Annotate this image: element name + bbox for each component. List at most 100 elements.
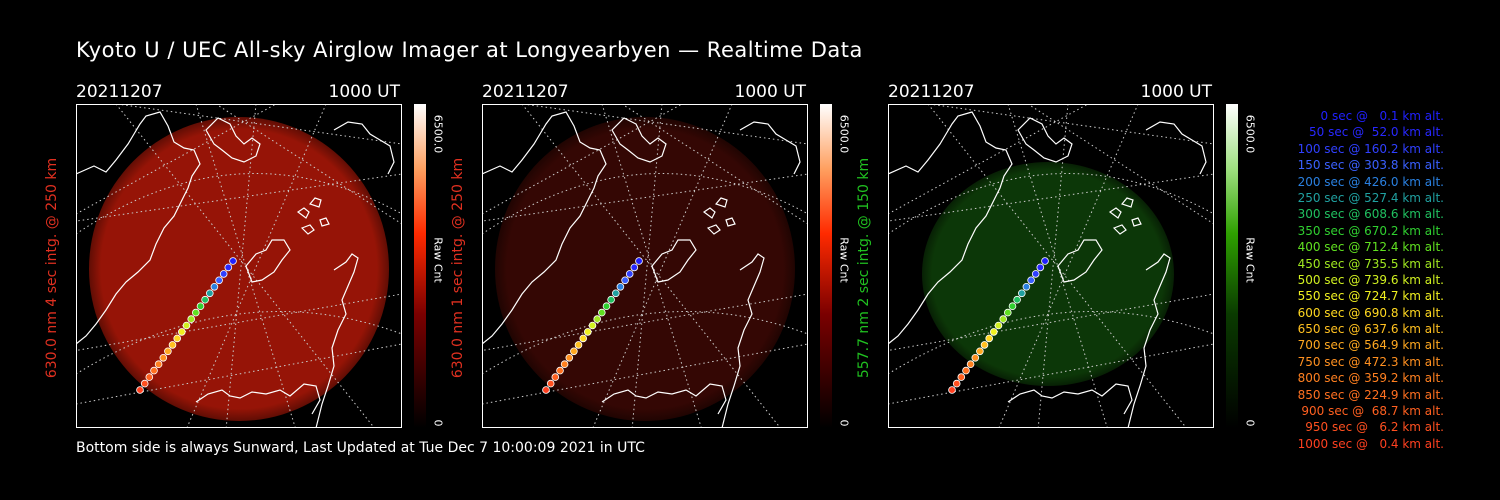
colorbar bbox=[414, 104, 426, 428]
trajectory-point bbox=[219, 270, 228, 278]
trajectory-point bbox=[154, 360, 163, 369]
trajectory-point bbox=[178, 328, 186, 336]
legend-entry: 350 sec @ 670.2 km alt. bbox=[1297, 223, 1444, 238]
trajectory-point bbox=[140, 379, 149, 388]
trajectory-point bbox=[145, 373, 154, 381]
legend-entry: 50 sec @ 52.0 km alt. bbox=[1309, 125, 1444, 140]
trajectory-point bbox=[542, 386, 550, 394]
trajectory-point bbox=[224, 263, 233, 272]
trajectory-point bbox=[635, 257, 643, 265]
allsky-image bbox=[888, 104, 1214, 428]
trajectory-point bbox=[164, 347, 172, 356]
legend-entry: 850 sec @ 224.9 km alt. bbox=[1297, 387, 1444, 402]
image-panel: 20211207 1000 UT 557.7 nm 2 sec intg. @ 15… bbox=[856, 80, 1308, 430]
colorbar bbox=[820, 104, 832, 428]
trajectory-point bbox=[546, 379, 555, 388]
trajectory-point bbox=[229, 257, 237, 265]
legend-entry: 1000 sec @ 0.4 km alt. bbox=[1297, 436, 1444, 451]
trajectory-point bbox=[621, 276, 629, 285]
trajectory-point bbox=[980, 341, 989, 349]
legend-entry: 400 sec @ 712.4 km alt. bbox=[1297, 240, 1444, 255]
trajectory-point bbox=[990, 328, 998, 336]
footer-note: Bottom side is always Sunward, Last Upda… bbox=[76, 440, 645, 456]
trajectory-point bbox=[1004, 308, 1012, 317]
trajectory-point bbox=[1018, 289, 1026, 298]
trajectory-point bbox=[150, 366, 158, 375]
image-panel: 20211207 1000 UT 630.0 nm 4 sec intg. @ 25… bbox=[44, 80, 496, 430]
trajectory-point bbox=[215, 276, 223, 285]
page-title: Kyoto U / UEC All-sky Airglow Imager at … bbox=[76, 38, 863, 62]
coastline bbox=[482, 111, 801, 428]
legend-entry: 950 sec @ 6.2 km alt. bbox=[1305, 420, 1444, 435]
panel-time: 1000 UT bbox=[328, 82, 401, 102]
legend-entry: 750 sec @ 472.3 km alt. bbox=[1297, 354, 1444, 369]
trajectory-point bbox=[957, 373, 966, 381]
allsky-image bbox=[76, 104, 402, 428]
trajectory-point bbox=[1027, 276, 1035, 285]
trajectory-point bbox=[999, 315, 1007, 323]
trajectory-point bbox=[952, 379, 961, 388]
legend-entry: 450 sec @ 735.5 km alt. bbox=[1297, 256, 1444, 271]
rocket-trajectory bbox=[542, 257, 643, 394]
trajectory-point bbox=[971, 354, 980, 362]
trajectory-point bbox=[593, 315, 601, 323]
trajectory-point bbox=[602, 302, 611, 311]
trajectory-point bbox=[206, 289, 214, 298]
trajectory-point bbox=[948, 386, 956, 394]
legend-entry: 100 sec @ 160.2 km alt. bbox=[1297, 141, 1444, 156]
rocket-trajectory bbox=[948, 257, 1049, 394]
trajectory-point bbox=[625, 270, 634, 278]
trajectory-point bbox=[584, 328, 592, 336]
trajectory-point bbox=[556, 366, 564, 375]
airglow-field bbox=[89, 117, 389, 421]
trajectory-point bbox=[598, 308, 606, 317]
panel-date: 20211207 bbox=[482, 82, 569, 102]
trajectory-point bbox=[1036, 263, 1045, 272]
panel-time: 1000 UT bbox=[734, 82, 807, 102]
trajectory-point bbox=[136, 386, 144, 394]
trajectory-point bbox=[201, 295, 209, 304]
colorbar bbox=[1226, 104, 1238, 428]
trajectory-point bbox=[565, 354, 574, 362]
trajectory-point bbox=[560, 360, 569, 369]
trajectory-point bbox=[612, 289, 620, 298]
trajectory-point bbox=[1041, 257, 1049, 265]
legend-entry: 650 sec @ 637.6 km alt. bbox=[1297, 322, 1444, 337]
legend-entry: 250 sec @ 527.4 km alt. bbox=[1297, 190, 1444, 205]
legend-entry: 200 sec @ 426.0 km alt. bbox=[1297, 174, 1444, 189]
legend-entry: 550 sec @ 724.7 km alt. bbox=[1297, 289, 1444, 304]
trajectory-point bbox=[159, 354, 168, 362]
trajectory-point bbox=[985, 334, 993, 343]
legend-entry: 900 sec @ 68.7 km alt. bbox=[1301, 404, 1444, 419]
trajectory-point bbox=[570, 347, 578, 356]
trajectory-point bbox=[1022, 283, 1031, 291]
legend-entry: 300 sec @ 608.6 km alt. bbox=[1297, 207, 1444, 222]
trajectory-point bbox=[962, 366, 970, 375]
trajectory-point bbox=[196, 302, 205, 311]
legend-entry: 700 sec @ 564.9 km alt. bbox=[1297, 338, 1444, 353]
trajectory-point bbox=[579, 334, 587, 343]
trajectory-point bbox=[966, 360, 975, 369]
trajectory-point bbox=[616, 283, 625, 291]
trajectory-point bbox=[976, 347, 984, 356]
trajectory-point bbox=[607, 295, 615, 304]
trajectory-point bbox=[551, 373, 560, 381]
panel-date: 20211207 bbox=[76, 82, 163, 102]
trajectory-point bbox=[1008, 302, 1017, 311]
trajectory-point bbox=[173, 334, 181, 343]
trajectory-point bbox=[187, 315, 195, 323]
legend-entry: 500 sec @ 739.6 km alt. bbox=[1297, 272, 1444, 287]
trajectory-point bbox=[630, 263, 639, 272]
legend-entry: 150 sec @ 303.8 km alt. bbox=[1297, 158, 1444, 173]
legend-entry: 600 sec @ 690.8 km alt. bbox=[1297, 305, 1444, 320]
legend-entry: 0 sec @ 0.1 km alt. bbox=[1320, 109, 1445, 123]
trajectory-point bbox=[182, 321, 191, 330]
panel-date: 20211207 bbox=[888, 82, 975, 102]
airglow-field bbox=[495, 117, 795, 421]
trajectory-point bbox=[574, 341, 583, 349]
trajectory-point bbox=[588, 321, 597, 330]
trajectory-point bbox=[192, 308, 200, 317]
trajectory-point bbox=[168, 341, 177, 349]
trajectory-legend: 0 sec @ 0.1 km alt. 50 sec @ 52.0 km alt.… bbox=[1262, 108, 1444, 452]
panel-time: 1000 UT bbox=[1140, 82, 1213, 102]
